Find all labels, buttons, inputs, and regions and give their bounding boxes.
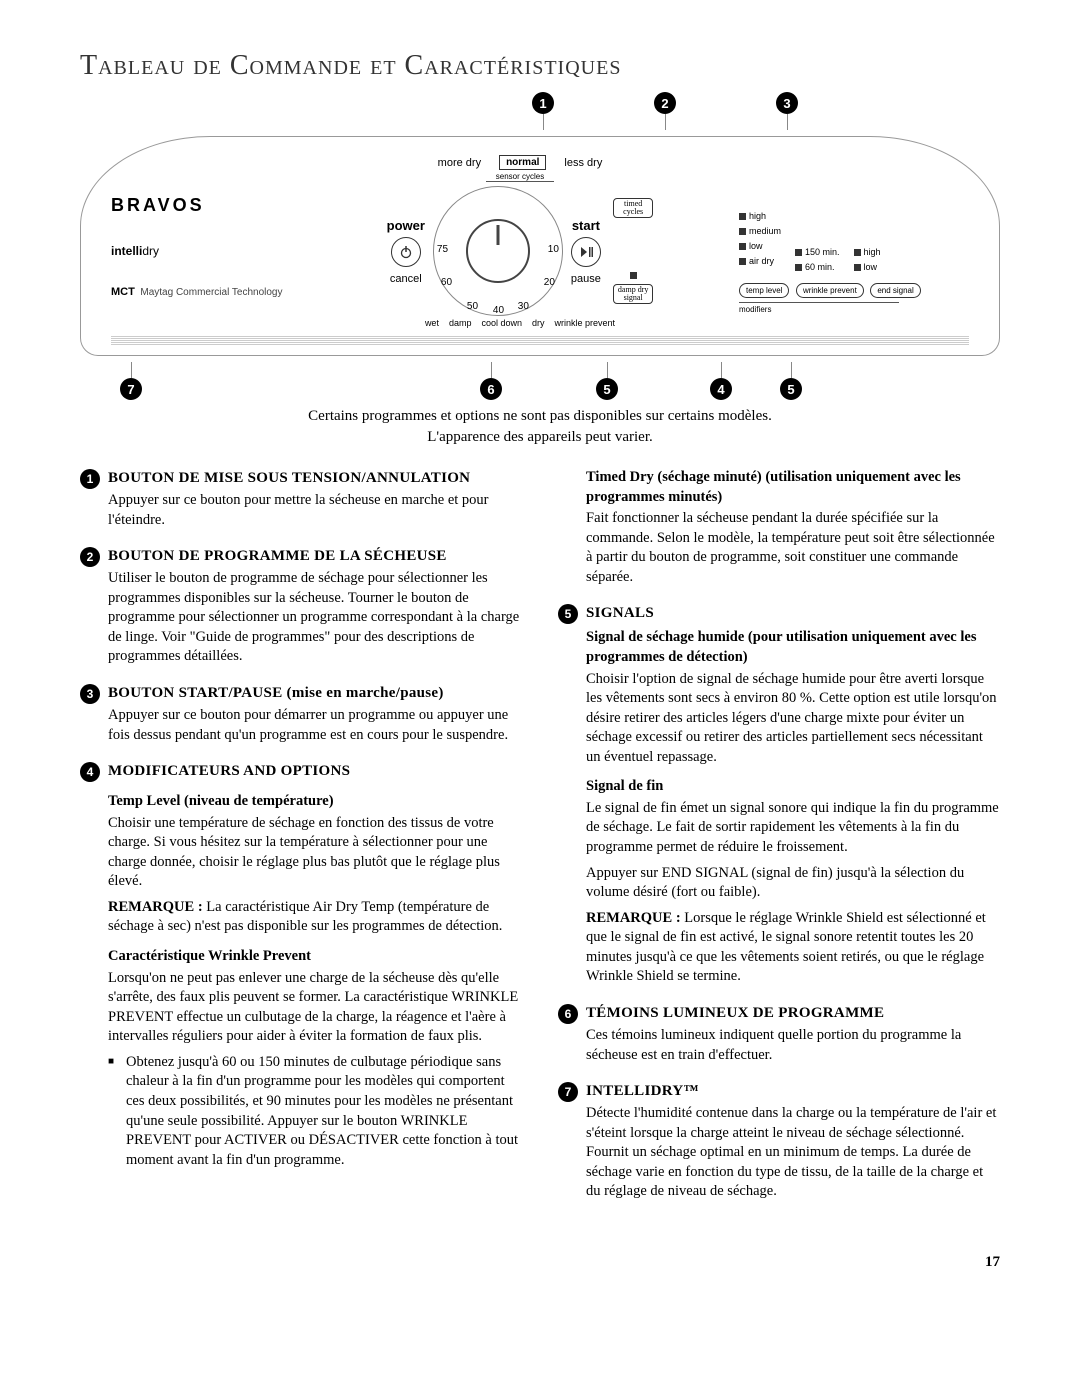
item5-title: SIGNALS bbox=[586, 603, 654, 623]
temp-level-button[interactable]: temp level bbox=[739, 283, 789, 298]
page-title: Tableau de Commande et Caractéristiques bbox=[80, 50, 1000, 82]
item2-body: Utiliser le bouton de programme de sécha… bbox=[108, 569, 522, 667]
status-lights-row: wet damp cool down dry wrinkle prevent bbox=[425, 318, 615, 328]
item3-body: Appuyer sur ce bouton pour démarrer un p… bbox=[108, 706, 522, 745]
page-number: 17 bbox=[80, 1254, 1000, 1271]
note-text: Certains programmes et options ne sont p… bbox=[80, 406, 1000, 448]
end-signal-body2: Appuyer sur END SIGNAL (signal de fin) j… bbox=[586, 864, 1000, 903]
damp-signal-body: Choisir l'option de signal de séchage hu… bbox=[586, 670, 1000, 768]
item4-title: MODIFICATEURS AND OPTIONS bbox=[108, 761, 350, 781]
item1-title: BOUTON DE MISE SOUS TENSION/ANNULATION bbox=[108, 468, 470, 488]
end-signal-body1: Le signal de fin émet un signal sonore q… bbox=[586, 799, 1000, 858]
more-dry-label: more dry bbox=[438, 157, 481, 169]
end-signal-button[interactable]: end signal bbox=[870, 283, 920, 298]
item7-body: Détecte l'humidité contenue dans la char… bbox=[586, 1104, 1000, 1202]
end-signal-title: Signal de fin bbox=[586, 777, 1000, 797]
modifiers-label: modifiers bbox=[739, 302, 899, 314]
start-label: start bbox=[572, 218, 600, 233]
timed-dry-title: Timed Dry (séchage minuté) (utilisation … bbox=[586, 468, 1000, 507]
callout-1: 1 bbox=[532, 92, 554, 114]
damp-signal-title: Signal de séchage humide (pour utilisati… bbox=[586, 628, 1000, 667]
timed-cycles-box: timedcycles bbox=[613, 198, 653, 218]
options-area: high medium low air dry 150 min. 60 min.… bbox=[739, 155, 969, 314]
right-column: Timed Dry (séchage minuté) (utilisation … bbox=[558, 468, 1000, 1218]
cancel-label: cancel bbox=[390, 273, 422, 285]
left-column: 1BOUTON DE MISE SOUS TENSION/ANNULATION … bbox=[80, 468, 522, 1218]
wrinkle-prevent-body: Lorsqu'on ne peut pas enlever une charge… bbox=[108, 969, 522, 1047]
callout-row-bottom: 7 6 5 4 5 bbox=[80, 362, 1000, 392]
mct-label: MCT Maytag Commercial Technology bbox=[111, 286, 301, 298]
callout-row-top: 1 2 3 bbox=[200, 92, 1000, 130]
brand-logo: BRAVOS bbox=[111, 195, 301, 216]
wrinkle-prevent-title: Caractéristique Wrinkle Prevent bbox=[108, 947, 522, 967]
item7-title: INTELLIDRY™ bbox=[586, 1081, 699, 1101]
normal-label: normal bbox=[499, 155, 546, 170]
control-panel: BRAVOS intellidry MCT Maytag Commercial … bbox=[80, 136, 1000, 356]
item2-title: BOUTON DE PROGRAMME DE LA SÉCHEUSE bbox=[108, 546, 447, 566]
damp-dry-box: damp drysignal bbox=[613, 284, 653, 304]
start-pause-button[interactable] bbox=[571, 237, 601, 267]
intellidry-label: intellidry bbox=[111, 244, 301, 258]
item6-title: TÉMOINS LUMINEUX DE PROGRAMME bbox=[586, 1003, 884, 1023]
wrinkle-prevent-button[interactable]: wrinkle prevent bbox=[796, 283, 864, 298]
power-button[interactable] bbox=[391, 237, 421, 267]
callout-2: 2 bbox=[654, 92, 676, 114]
callout-3: 3 bbox=[776, 92, 798, 114]
temp-level-body: Choisir une température de séchage en fo… bbox=[108, 814, 522, 892]
item1-body: Appuyer sur ce bouton pour mettre la séc… bbox=[108, 491, 522, 530]
item3-title: BOUTON START/PAUSE (mise en marche/pause… bbox=[108, 683, 444, 703]
cycle-dial[interactable]: 75 60 50 40 30 20 10 bbox=[433, 186, 563, 316]
power-label: power bbox=[387, 218, 425, 233]
item6-body: Ces témoins lumineux indiquent quelle po… bbox=[586, 1026, 1000, 1065]
temp-level-title: Temp Level (niveau de température) bbox=[108, 792, 522, 812]
sensor-cycles-label: sensor cycles bbox=[486, 172, 554, 182]
less-dry-label: less dry bbox=[564, 157, 602, 169]
pause-label: pause bbox=[571, 273, 601, 285]
wrinkle-bullet-1: Obtenez jusqu'à 60 ou 150 minutes de cul… bbox=[108, 1053, 522, 1170]
timed-dry-body: Fait fonctionner la sécheuse pendant la … bbox=[586, 509, 1000, 587]
